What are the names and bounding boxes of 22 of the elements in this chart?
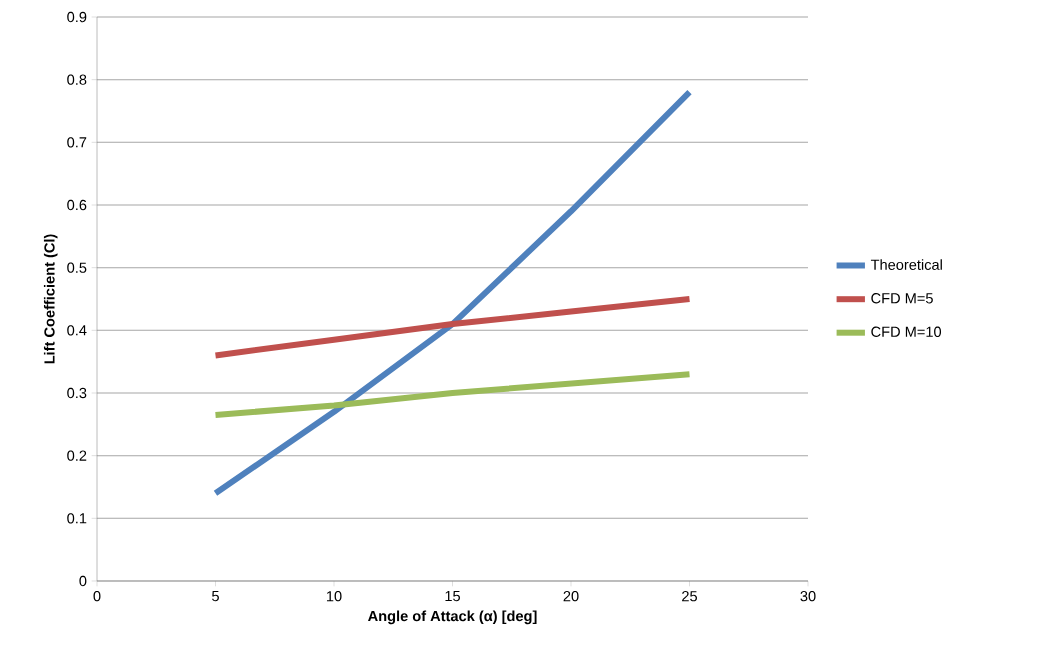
y-tick-label: 0.2 bbox=[67, 450, 87, 461]
legend-label: CFD M=5 bbox=[871, 293, 933, 304]
y-tick-label: 0.6 bbox=[67, 199, 87, 211]
x-axis-title: Angle of Attack (α) [deg] bbox=[368, 610, 537, 625]
y-tick-label: 0.1 bbox=[67, 513, 87, 524]
x-tick-label: 30 bbox=[800, 591, 816, 602]
y-tick-label: 0.8 bbox=[67, 74, 87, 85]
x-tick-label: 20 bbox=[563, 591, 579, 602]
y-tick-label: 0.3 bbox=[67, 387, 87, 399]
x-tick-label: 0 bbox=[93, 591, 101, 602]
x-tick-label: 5 bbox=[212, 591, 219, 602]
y-tick-label: 0 bbox=[79, 575, 87, 587]
x-tick-label: 15 bbox=[445, 591, 460, 602]
x-tick-label: 25 bbox=[682, 591, 698, 602]
y-tick-label: 0.5 bbox=[67, 262, 87, 273]
legend-label: CFD M=10 bbox=[871, 326, 942, 337]
y-axis-title: Lift Coefficient (Cl) bbox=[43, 234, 58, 364]
y-tick-label: 0.7 bbox=[67, 137, 87, 148]
legend-label: Theoretical bbox=[870, 259, 942, 270]
y-tick-label: 0.4 bbox=[67, 325, 87, 336]
x-tick-label: 10 bbox=[326, 591, 342, 602]
y-tick-label: 0.9 bbox=[67, 11, 87, 23]
